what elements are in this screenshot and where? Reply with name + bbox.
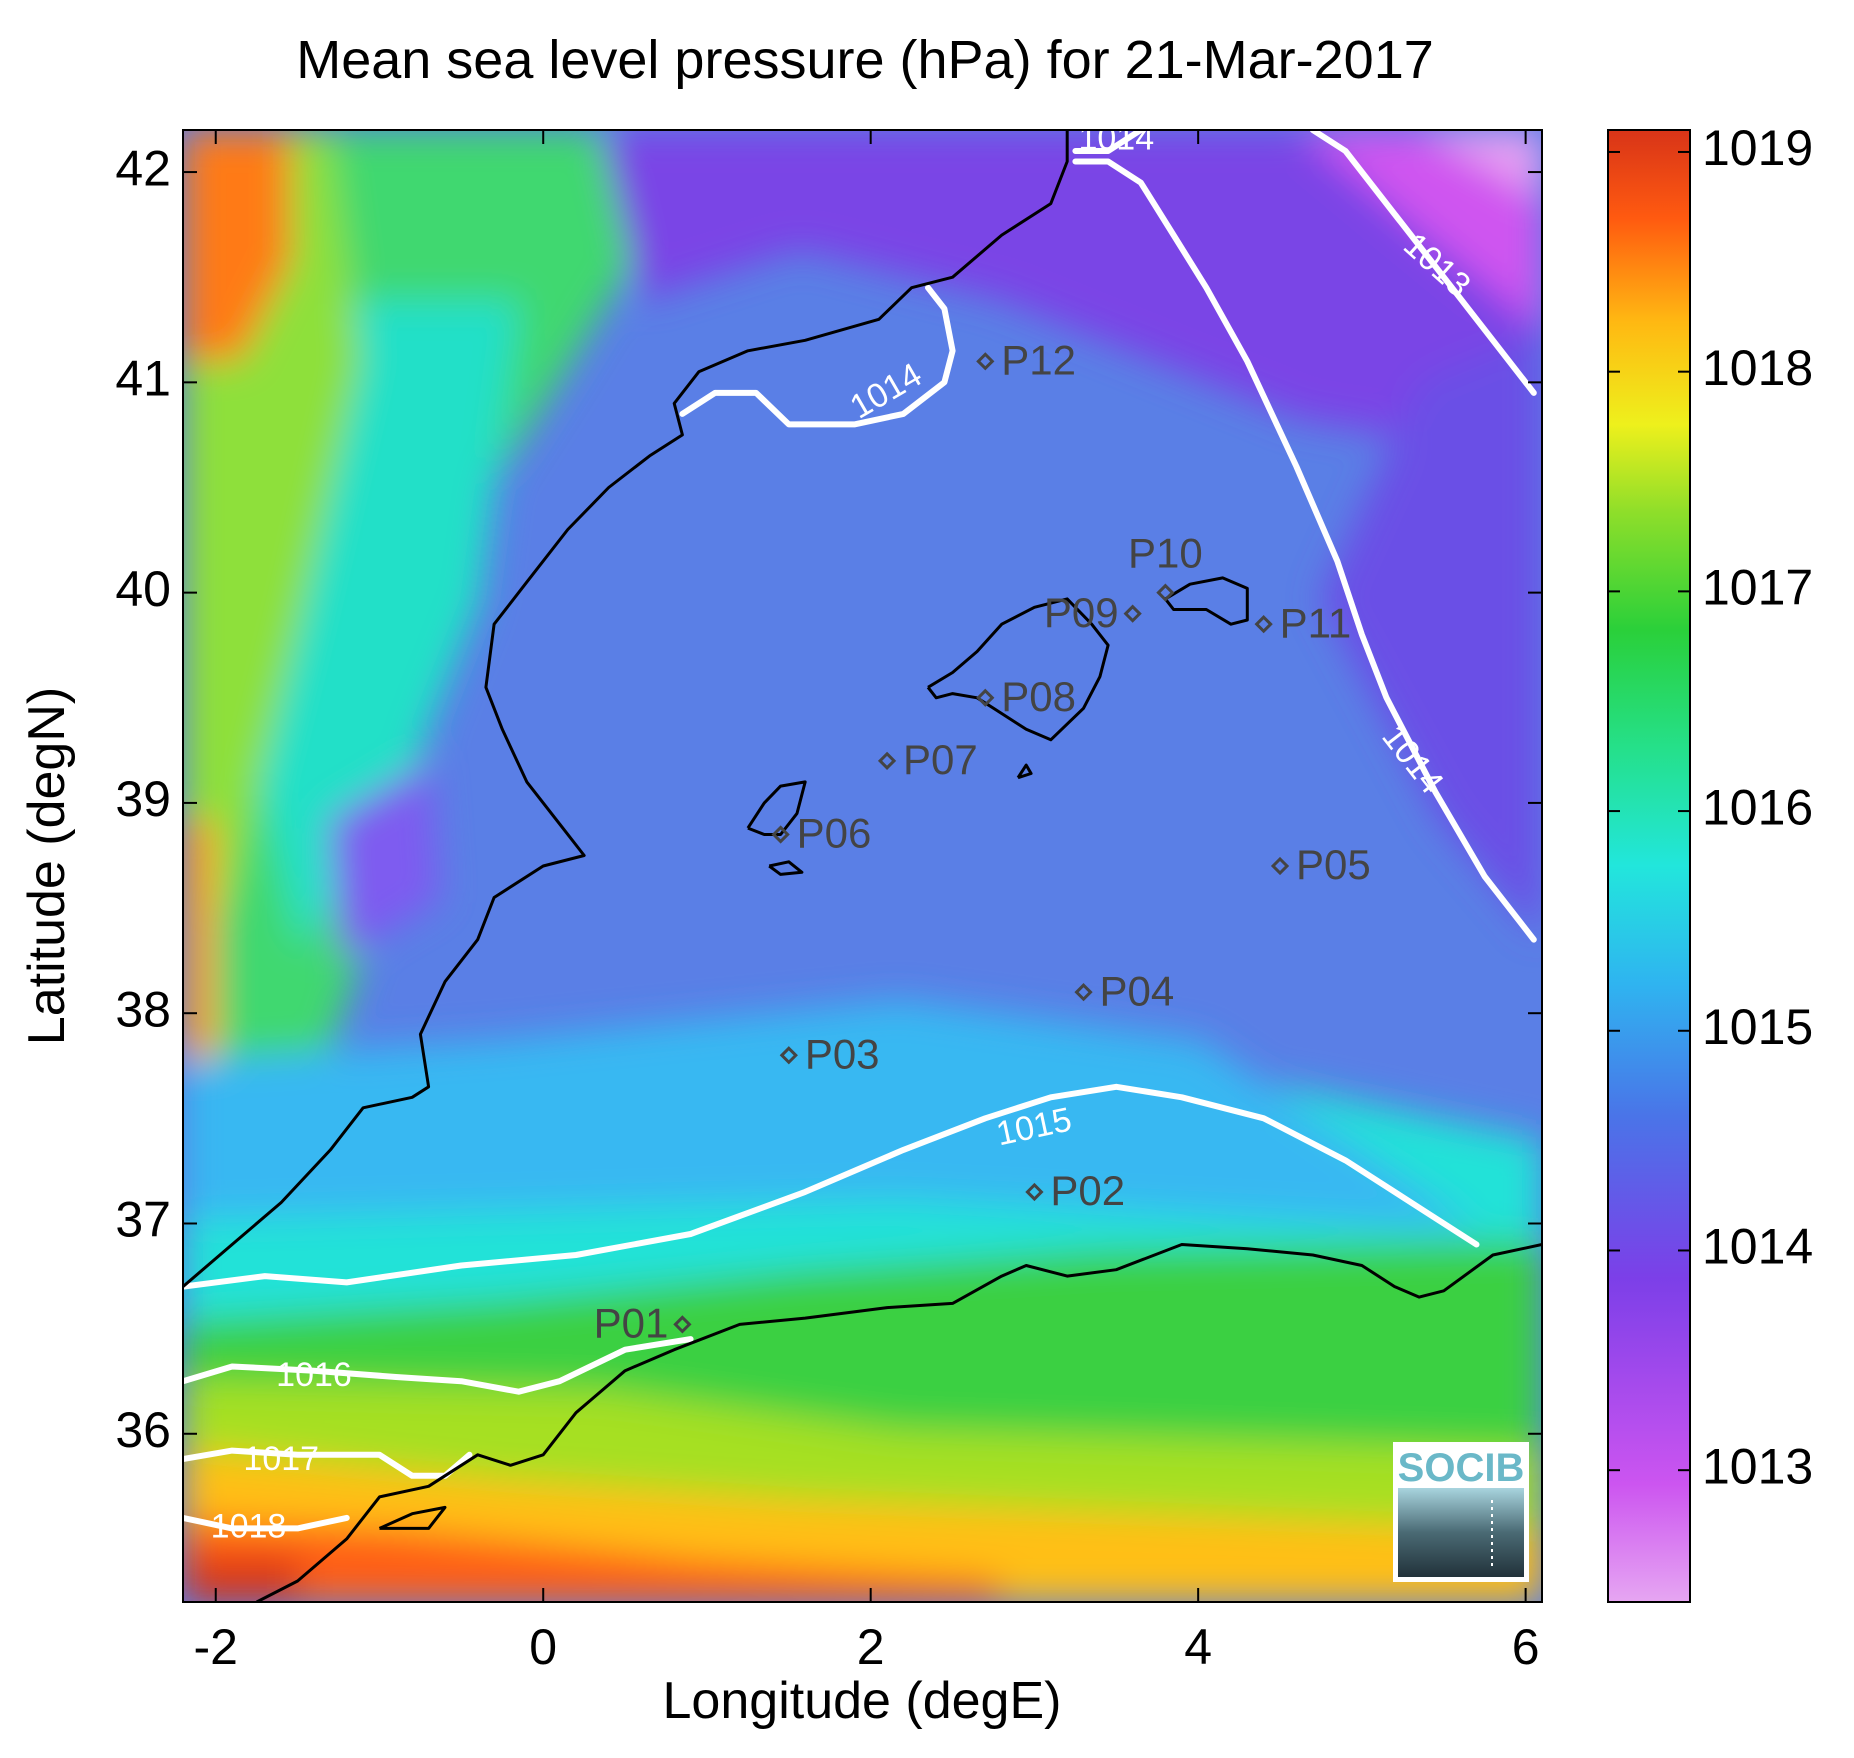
station-label-p09: P09 (1044, 589, 1119, 636)
y-axis-label: Latitude (degN) (18, 687, 76, 1045)
coastline-alboran (378, 1505, 447, 1530)
pressure-field (183, 130, 1542, 1602)
station-marker-p06 (771, 825, 790, 844)
axis-ticks: -2 0 2 4 6 36 37 38 39 40 41 42 (115, 130, 1542, 1675)
x-tick-label-2: 2 (857, 1619, 885, 1675)
x-tick-label-6: 6 (1512, 1619, 1540, 1675)
plot-frame (182, 129, 1543, 1603)
isobar-contours (183, 130, 1537, 1532)
station-label-p11: P11 (1280, 599, 1352, 646)
y-tick-label-39: 39 (115, 771, 171, 827)
station-label-p07: P07 (903, 736, 978, 783)
isobar-1015-4 (183, 1083, 1480, 1290)
coastline-africa (256, 1243, 1542, 1602)
station-marker-p08 (976, 688, 995, 707)
colorbar-tick-label-1014: 1014 (1702, 1219, 1813, 1275)
chart-title: Mean sea level pressure (hPa) for 21-Mar… (296, 30, 1434, 90)
isobar-label-1018-7: 1018 (211, 1507, 287, 1545)
isobar-1016-5 (183, 1336, 694, 1395)
coastline-iberia (183, 130, 1069, 1288)
logo-image (1398, 1488, 1524, 1577)
colorbar-tick-label-1013: 1013 (1702, 1438, 1813, 1494)
x-axis-label: Longitude (degE) (663, 1672, 1062, 1730)
y-tick-label-38: 38 (115, 981, 171, 1037)
station-label-p04: P04 (1100, 967, 1175, 1014)
isobar-label-1017-6: 1017 (243, 1440, 319, 1478)
coastline-cabrera (1016, 763, 1033, 780)
coastline-ibiza (746, 780, 807, 836)
colorbar-tick-label-1015: 1015 (1702, 999, 1813, 1055)
socib-logo: SOCIB (1393, 1442, 1529, 1582)
colorbar-tick-label-1019: 1019 (1702, 120, 1813, 176)
station-marker-p07 (877, 751, 897, 770)
station-marker-p10 (1156, 583, 1175, 602)
station-label-p03: P03 (805, 1030, 880, 1077)
coastlines (183, 130, 1542, 1602)
station-label-p02: P02 (1050, 1167, 1125, 1214)
station-marker-p04 (1074, 983, 1093, 1002)
colorbar (1607, 129, 1691, 1603)
station-marker-p09 (1123, 604, 1142, 623)
colorbar-ticks: 1013 1014 1015 1016 1017 1018 1019 (1608, 120, 1813, 1494)
station-label-p01: P01 (594, 1300, 669, 1347)
station-marker-p03 (779, 1046, 798, 1065)
x-tick-label--2: -2 (194, 1619, 238, 1675)
station-marker-p05 (1270, 856, 1290, 876)
y-tick-label-37: 37 (115, 1192, 171, 1248)
x-tick-label-0: 0 (529, 1619, 557, 1675)
isobar-1014-3 (1072, 130, 1144, 154)
colorbar-tick-label-1018: 1018 (1702, 340, 1813, 396)
station-marker-p01 (673, 1315, 692, 1334)
y-tick-label-40: 40 (115, 561, 171, 617)
coastline-mallorca (926, 597, 1110, 742)
x-tick-label-4: 4 (1184, 1619, 1212, 1675)
isobar-1014-1 (679, 284, 956, 428)
station-label-p06: P06 (797, 810, 872, 857)
y-tick-label-41: 41 (115, 351, 171, 407)
station-marker-p12 (976, 352, 995, 371)
coastline-menorca (1164, 576, 1249, 626)
isobar-1013-0 (1309, 130, 1537, 396)
y-tick-label-36: 36 (115, 1402, 171, 1458)
colorbar-tick-label-1017: 1017 (1702, 560, 1813, 616)
coastline-formentera (768, 860, 804, 876)
isobar-label-1014-3: 1014 (1078, 119, 1154, 157)
isobar-label-1016-5: 1016 (276, 1356, 352, 1394)
colorbar-tick-label-1016: 1016 (1702, 779, 1813, 835)
y-tick-label-42: 42 (115, 140, 171, 196)
station-label-p08: P08 (1001, 673, 1076, 720)
station-label-p10: P10 (1128, 530, 1203, 577)
isobar-1018-7 (183, 1514, 350, 1532)
logo-text: SOCIB (1398, 1446, 1525, 1490)
station-label-p05: P05 (1296, 841, 1371, 888)
station-label-p12: P12 (1001, 336, 1076, 383)
station-marker-p02 (1025, 1182, 1044, 1202)
station-marker-p11 (1254, 615, 1273, 634)
isobar-1014-2 (1072, 158, 1537, 943)
